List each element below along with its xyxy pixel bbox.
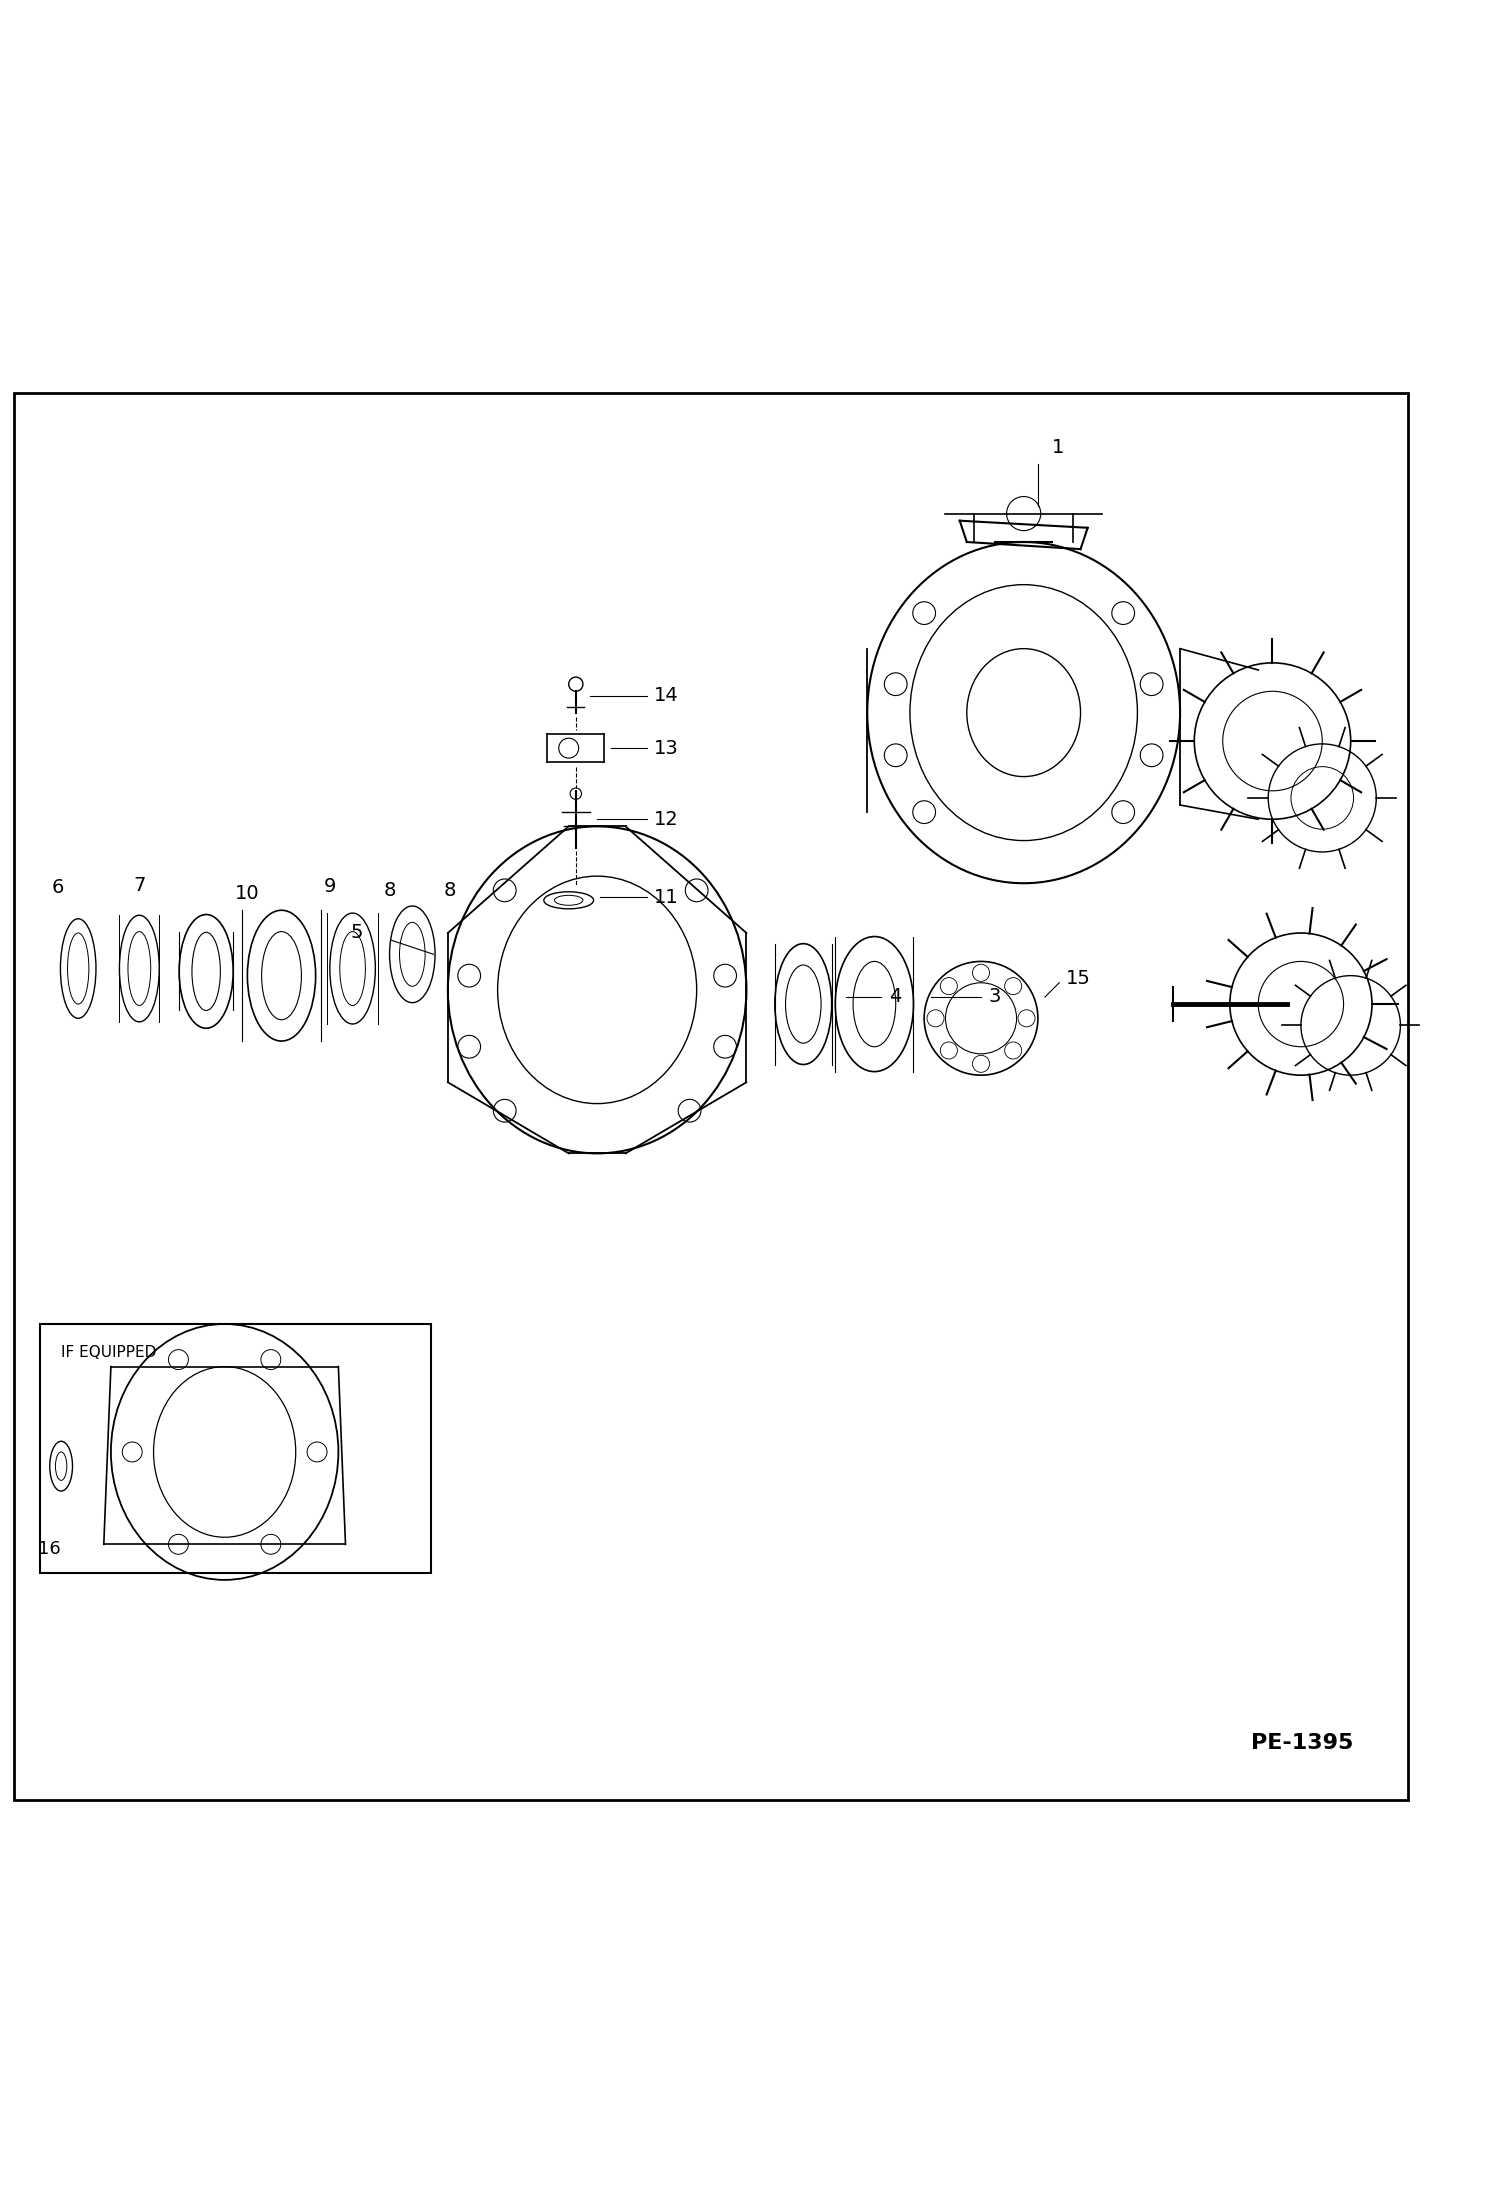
Text: 9: 9 [324,877,337,897]
Text: 6: 6 [51,879,64,897]
Text: 15: 15 [1067,969,1091,989]
Text: PE-1395: PE-1395 [1251,1732,1354,1754]
Text: 16: 16 [39,1539,61,1557]
Text: 8: 8 [443,882,455,901]
Text: 5: 5 [351,923,363,943]
Text: 10: 10 [235,884,259,904]
Text: 13: 13 [655,739,679,757]
Text: 3: 3 [989,987,1001,1007]
Text: 8: 8 [383,882,397,901]
Text: 4: 4 [888,987,900,1007]
Text: 7: 7 [133,875,145,895]
Text: 12: 12 [655,809,679,829]
Text: IF EQUIPPED: IF EQUIPPED [61,1344,156,1360]
Text: 11: 11 [655,888,679,908]
Text: 1: 1 [1052,439,1065,456]
Text: 14: 14 [655,686,679,706]
Bar [40,1325,431,1572]
